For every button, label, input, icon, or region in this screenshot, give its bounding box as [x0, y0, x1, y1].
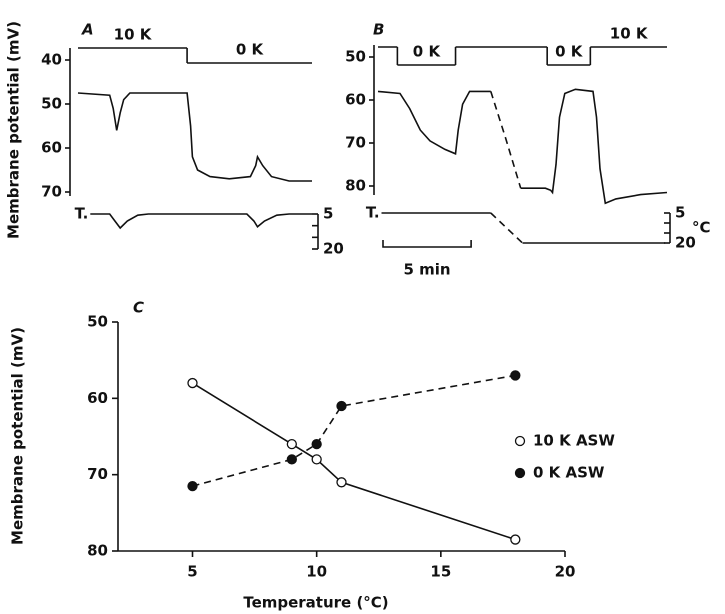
y-tick-label: 70 — [41, 183, 62, 201]
temperature-trace — [490, 212, 524, 244]
y2-axis-label: °C — [692, 219, 711, 237]
potential-trace — [377, 88, 668, 205]
potential-trace — [77, 92, 312, 182]
y2-tick-label: 5 — [675, 204, 685, 222]
y-tick-label: 40 — [41, 51, 62, 69]
y2-tick-label: 20 — [323, 240, 344, 258]
series-line — [192, 374, 516, 487]
data-point — [311, 438, 322, 450]
x-tick-label: 10 — [306, 563, 327, 581]
data-point — [311, 454, 322, 465]
temperature-label: T. — [366, 204, 380, 222]
y-tick-label: 80 — [345, 177, 366, 195]
y-axis-label: Membrane potential (mV) — [5, 21, 23, 239]
scale-bar — [382, 240, 472, 248]
data-point — [510, 534, 521, 545]
legend-marker — [514, 467, 526, 479]
stimulus-label: 0 K — [555, 43, 584, 61]
panel-label: B — [373, 21, 384, 39]
temperature-label: T. — [75, 205, 89, 223]
stimulus-label: 10 K — [610, 25, 649, 43]
data-point — [336, 400, 347, 412]
data-point — [187, 377, 198, 389]
panel-label: C — [133, 299, 144, 317]
x-tick-label: 20 — [555, 563, 576, 581]
x-axis-label: Temperature (°C) — [243, 594, 388, 612]
y2-tick-label: 20 — [675, 234, 696, 252]
y-tick-label: 70 — [345, 134, 366, 152]
y-tick-label: 60 — [345, 91, 366, 109]
y-tick-label: 70 — [87, 465, 108, 483]
legend-marker — [514, 435, 526, 447]
data-point — [286, 454, 297, 465]
potential-trace — [490, 91, 522, 189]
stimulus-label: 0 K — [413, 43, 442, 61]
stimulus-label: 10 K — [114, 26, 153, 44]
temperature-trace — [90, 213, 312, 230]
y-tick-label: 50 — [41, 95, 62, 113]
temperature-trace — [381, 212, 666, 244]
data-point — [187, 480, 198, 492]
data-point — [336, 477, 347, 488]
y-tick-label: 50 — [345, 48, 366, 66]
x-tick-label: 15 — [430, 563, 451, 581]
y-tick-label: 50 — [87, 313, 108, 331]
y-tick-label: 60 — [87, 389, 108, 407]
data-point — [286, 438, 297, 450]
panel-label: A — [81, 21, 94, 39]
x-tick-label: 5 — [187, 563, 197, 581]
legend-label: 10 K ASW — [533, 432, 615, 450]
y2-tick-label: 5 — [323, 205, 333, 223]
scale-bar-label: 5 min — [404, 261, 451, 279]
y-tick-label: 80 — [87, 542, 108, 560]
y-tick-label: 60 — [41, 139, 62, 157]
series-line — [192, 382, 516, 541]
data-point — [510, 370, 521, 381]
stimulus-label: 0 K — [236, 41, 265, 59]
y-axis-label: Membrane potential (mV) — [9, 327, 27, 545]
legend-label: 0 K ASW — [533, 464, 605, 482]
